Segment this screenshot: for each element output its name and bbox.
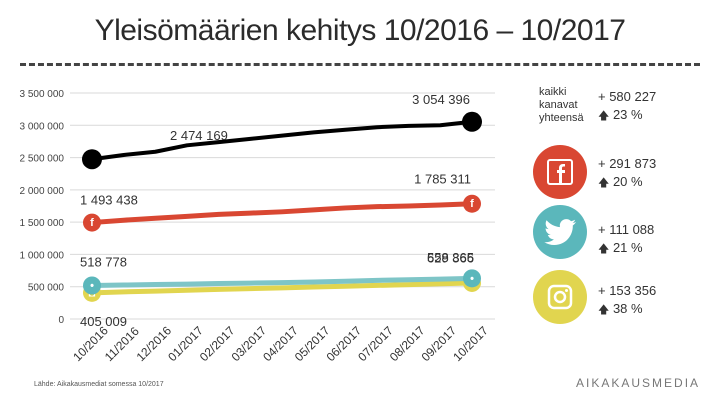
twitter-delta-pct: 21 %: [612, 240, 643, 255]
twitter-delta: + 111 088 🡅 21 %: [598, 221, 654, 258]
instagram-delta: + 153 356 🡅 38 %: [598, 282, 656, 319]
series-line-total: [91, 119, 473, 162]
y-tick-label: 0: [58, 315, 64, 326]
data-label-end: 558 365: [427, 250, 474, 265]
title-divider: [20, 63, 700, 66]
twitter-marker-icon: •: [470, 273, 474, 285]
y-tick-label: 3 000 000: [20, 121, 65, 132]
twitter-delta-value: + 111 088: [598, 222, 655, 237]
arrow-up-icon: 🡅: [598, 177, 610, 189]
y-tick-label: 1 500 000: [20, 218, 65, 229]
data-label-start: 405 009: [80, 314, 127, 329]
data-label-start: 1 493 438: [80, 193, 138, 208]
facebook-delta-pct: 20 %: [612, 174, 643, 189]
total-delta-value: + 580 227: [598, 89, 657, 104]
arrow-up-icon: 🡅: [598, 304, 610, 316]
data-label-end: 629 866: [427, 250, 474, 265]
instagram-delta-pct: 38 %: [612, 301, 643, 316]
arrow-up-icon: 🡅: [598, 110, 610, 122]
instagram-badge: [533, 270, 587, 324]
data-label-start: 2 474 169: [170, 128, 228, 143]
arrow-up-icon: 🡅: [598, 243, 610, 255]
series-line-instagram: [91, 280, 473, 296]
twitter-marker-icon: •: [90, 280, 94, 292]
total-label-line: yhteensä: [539, 112, 584, 124]
x-tick-label: 10/2017: [450, 323, 491, 364]
instagram-delta-value: + 153 356: [598, 283, 657, 298]
y-tick-label: 2 500 000: [20, 154, 65, 165]
total-label-line: kaikki: [539, 86, 567, 98]
twitter-badge: [533, 205, 587, 259]
data-label-end: 1 785 311: [414, 172, 471, 187]
facebook-icon: [547, 159, 573, 185]
data-label-start: 518 778: [80, 255, 127, 270]
series-line-twitter: [91, 275, 473, 289]
instagram-icon: [547, 284, 573, 310]
data-point-total: [82, 149, 102, 170]
total-label: kaikki kanavat yhteensä: [539, 86, 607, 125]
total-delta-pct: 23 %: [612, 107, 643, 122]
data-point-twitter: [463, 269, 481, 288]
data-point-total: [462, 111, 482, 132]
facebook-delta: + 291 873 🡅 20 %: [598, 155, 656, 192]
facebook-marker-icon: f: [470, 198, 474, 210]
data-point-facebook: [463, 194, 481, 213]
y-tick-label: 2 000 000: [20, 186, 65, 197]
source-note: Lähde: Aikakausmediat somessa 10/2017: [34, 381, 164, 388]
y-tick-label: 1 000 000: [20, 250, 65, 261]
data-point-facebook: [83, 213, 101, 232]
data-label-end: 3 054 396: [412, 92, 470, 107]
total-delta: + 580 227 🡅 23 %: [598, 88, 656, 125]
total-label-line: kanavat: [539, 99, 578, 111]
y-tick-label: 3 500 000: [20, 89, 65, 100]
y-tick-label: 500 000: [28, 283, 65, 294]
chart-title: Yleisömäärien kehitys 10/2016 – 10/2017: [94, 14, 626, 47]
facebook-marker-icon: f: [90, 217, 94, 229]
facebook-delta-value: + 291 873: [598, 156, 657, 171]
brand-logo: AIKAKAUSMEDIA: [576, 376, 701, 390]
facebook-badge: [533, 145, 587, 199]
series-line-facebook: [91, 201, 473, 226]
twitter-icon: [544, 219, 576, 245]
data-point-twitter: [83, 276, 101, 295]
